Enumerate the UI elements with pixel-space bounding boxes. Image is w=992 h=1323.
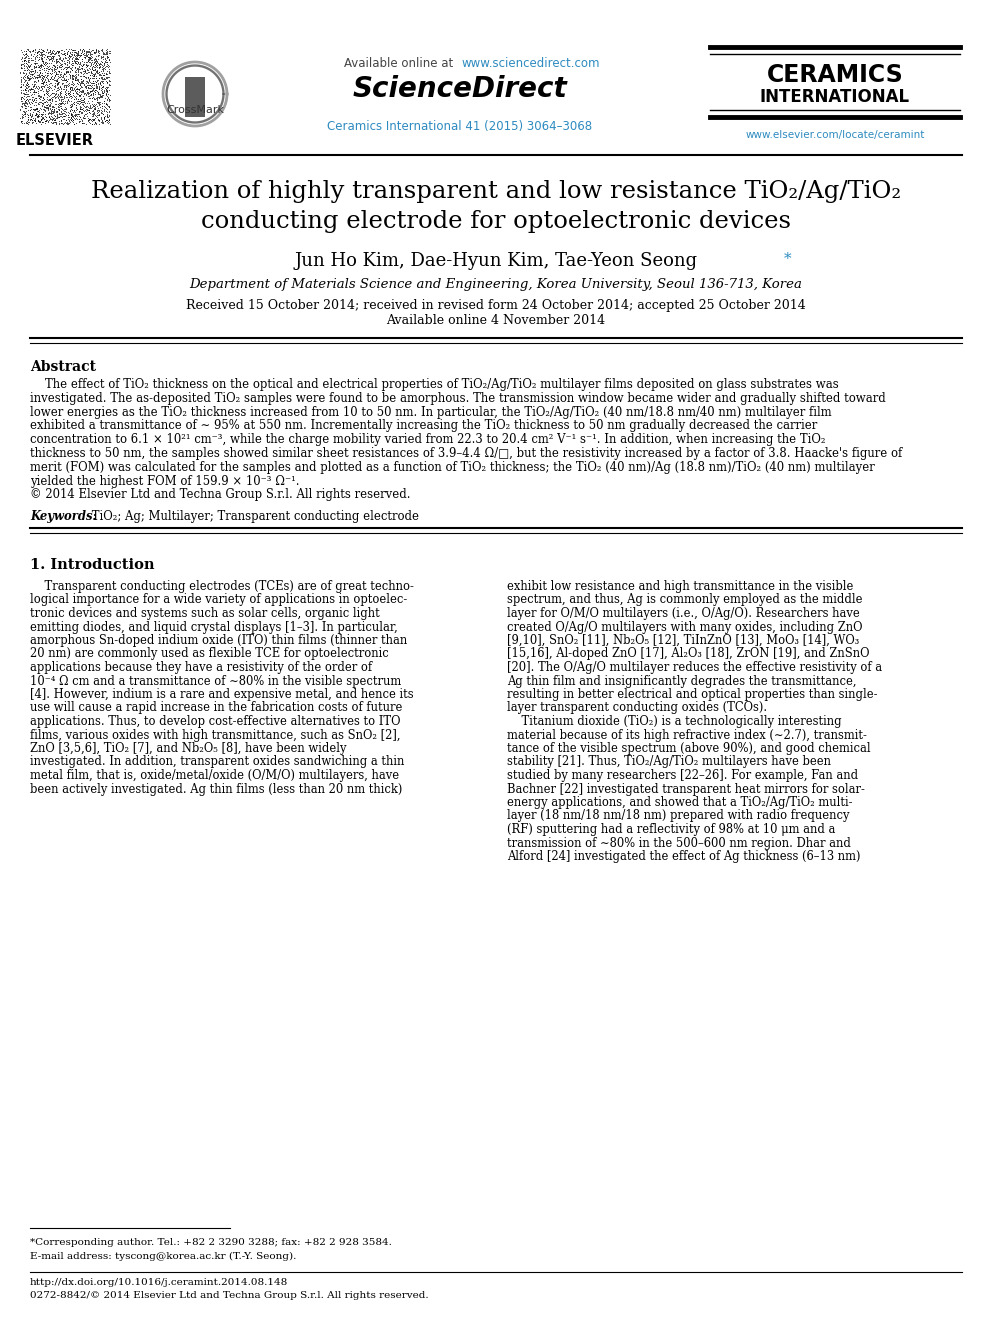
Text: Received 15 October 2014; received in revised form 24 October 2014; accepted 25 : Received 15 October 2014; received in re…	[186, 299, 806, 312]
Text: created O/Ag/O multilayers with many oxides, including ZnO: created O/Ag/O multilayers with many oxi…	[507, 620, 862, 634]
Text: layer for O/M/O multilayers (i.e., O/Ag/O). Researchers have: layer for O/M/O multilayers (i.e., O/Ag/…	[507, 607, 860, 620]
Bar	[185, 77, 205, 116]
Text: logical importance for a wide variety of applications in optoelec-: logical importance for a wide variety of…	[30, 594, 408, 606]
Text: *Corresponding author. Tel.: +82 2 3290 3288; fax: +82 2 928 3584.: *Corresponding author. Tel.: +82 2 3290 …	[30, 1238, 392, 1248]
Text: Jun Ho Kim, Dae-Hyun Kim, Tae-Yeon Seong: Jun Ho Kim, Dae-Hyun Kim, Tae-Yeon Seong	[295, 251, 697, 270]
Text: lower energies as the TiO₂ thickness increased from 10 to 50 nm. In particular, : lower energies as the TiO₂ thickness inc…	[30, 406, 831, 418]
Text: Abstract: Abstract	[30, 360, 96, 374]
Text: material because of its high refractive index (∼2.7), transmit-: material because of its high refractive …	[507, 729, 867, 741]
Text: Realization of highly transparent and low resistance TiO₂/Ag/TiO₂: Realization of highly transparent and lo…	[91, 180, 901, 202]
Text: Titanium dioxide (TiO₂) is a technologically interesting: Titanium dioxide (TiO₂) is a technologic…	[507, 714, 841, 728]
Text: use will cause a rapid increase in the fabrication costs of future: use will cause a rapid increase in the f…	[30, 701, 403, 714]
Text: Department of Materials Science and Engineering, Korea University, Seoul 136-713: Department of Materials Science and Engi…	[189, 278, 803, 291]
Text: Bachner [22] investigated transparent heat mirrors for solar-: Bachner [22] investigated transparent he…	[507, 782, 865, 795]
Text: Available online at: Available online at	[344, 57, 457, 70]
Text: tance of the visible spectrum (above 90%), and good chemical: tance of the visible spectrum (above 90%…	[507, 742, 871, 755]
Text: yielded the highest FOM of 159.9 × 10⁻³ Ω⁻¹.: yielded the highest FOM of 159.9 × 10⁻³ …	[30, 475, 300, 488]
Text: INTERNATIONAL: INTERNATIONAL	[760, 89, 910, 106]
Text: *: *	[784, 251, 792, 266]
Text: 0272-8842/© 2014 Elsevier Ltd and Techna Group S.r.l. All rights reserved.: 0272-8842/© 2014 Elsevier Ltd and Techna…	[30, 1291, 429, 1301]
Text: Alford [24] investigated the effect of Ag thickness (6–13 nm): Alford [24] investigated the effect of A…	[507, 849, 860, 863]
Text: concentration to 6.1 × 10²¹ cm⁻³, while the charge mobility varied from 22.3 to : concentration to 6.1 × 10²¹ cm⁻³, while …	[30, 433, 825, 446]
Text: resulting in better electrical and optical properties than single-: resulting in better electrical and optic…	[507, 688, 878, 701]
Text: conducting electrode for optoelectronic devices: conducting electrode for optoelectronic …	[201, 210, 791, 233]
Text: been actively investigated. Ag thin films (less than 20 nm thick): been actively investigated. Ag thin film…	[30, 782, 403, 795]
Text: stability [21]. Thus, TiO₂/Ag/TiO₂ multilayers have been: stability [21]. Thus, TiO₂/Ag/TiO₂ multi…	[507, 755, 831, 769]
Text: 1. Introduction: 1. Introduction	[30, 558, 155, 572]
Text: layer (18 nm/18 nm/18 nm) prepared with radio frequency: layer (18 nm/18 nm/18 nm) prepared with …	[507, 810, 849, 823]
Text: merit (FOM) was calculated for the samples and plotted as a function of TiO₂ thi: merit (FOM) was calculated for the sampl…	[30, 460, 875, 474]
Text: © 2014 Elsevier Ltd and Techna Group S.r.l. All rights reserved.: © 2014 Elsevier Ltd and Techna Group S.r…	[30, 488, 411, 501]
Text: 10⁻⁴ Ω cm and a transmittance of ∼80% in the visible spectrum: 10⁻⁴ Ω cm and a transmittance of ∼80% in…	[30, 675, 401, 688]
Text: thickness to 50 nm, the samples showed similar sheet resistances of 3.9–4.4 Ω/□,: thickness to 50 nm, the samples showed s…	[30, 447, 903, 460]
Text: CrossMark: CrossMark	[166, 105, 224, 115]
Text: transmission of ∼80% in the 500–600 nm region. Dhar and: transmission of ∼80% in the 500–600 nm r…	[507, 836, 851, 849]
Text: energy applications, and showed that a TiO₂/Ag/TiO₂ multi-: energy applications, and showed that a T…	[507, 796, 852, 808]
Text: [15,16], Al-doped ZnO [17], Al₂O₃ [18], ZrON [19], and ZnSnO: [15,16], Al-doped ZnO [17], Al₂O₃ [18], …	[507, 647, 870, 660]
Text: TiO₂; Ag; Multilayer; Transparent conducting electrode: TiO₂; Ag; Multilayer; Transparent conduc…	[88, 509, 419, 523]
Text: tronic devices and systems such as solar cells, organic light: tronic devices and systems such as solar…	[30, 607, 380, 620]
Text: 20 nm) are commonly used as flexible TCE for optoelectronic: 20 nm) are commonly used as flexible TCE…	[30, 647, 389, 660]
Text: applications. Thus, to develop cost-effective alternatives to ITO: applications. Thus, to develop cost-effe…	[30, 714, 401, 728]
Text: films, various oxides with high transmittance, such as SnO₂ [2],: films, various oxides with high transmit…	[30, 729, 401, 741]
Text: Ceramics International 41 (2015) 3064–3068: Ceramics International 41 (2015) 3064–30…	[327, 120, 592, 134]
Text: www.elsevier.com/locate/ceramint: www.elsevier.com/locate/ceramint	[745, 130, 925, 140]
Text: CERAMICS: CERAMICS	[767, 64, 904, 87]
Text: emitting diodes, and liquid crystal displays [1–3]. In particular,: emitting diodes, and liquid crystal disp…	[30, 620, 398, 634]
Text: www.sciencedirect.com: www.sciencedirect.com	[462, 57, 600, 70]
Text: [9,10], SnO₂ [11], Nb₂O₅ [12], TiInZnO [13], MoO₃ [14], WO₃: [9,10], SnO₂ [11], Nb₂O₅ [12], TiInZnO […	[507, 634, 859, 647]
Text: metal film, that is, oxide/metal/oxide (O/M/O) multilayers, have: metal film, that is, oxide/metal/oxide (…	[30, 769, 399, 782]
Text: investigated. In addition, transparent oxides sandwiching a thin: investigated. In addition, transparent o…	[30, 755, 405, 769]
Text: [20]. The O/Ag/O multilayer reduces the effective resistivity of a: [20]. The O/Ag/O multilayer reduces the …	[507, 662, 882, 673]
Text: exhibited a transmittance of ∼ 95% at 550 nm. Incrementally increasing the TiO₂ : exhibited a transmittance of ∼ 95% at 55…	[30, 419, 817, 433]
Text: Ag thin film and insignificantly degrades the transmittance,: Ag thin film and insignificantly degrade…	[507, 675, 856, 688]
Text: Transparent conducting electrodes (TCEs) are of great techno-: Transparent conducting electrodes (TCEs)…	[30, 579, 414, 593]
Text: E-mail address: tyscong@korea.ac.kr (T.-Y. Seong).: E-mail address: tyscong@korea.ac.kr (T.-…	[30, 1252, 297, 1261]
Text: [4]. However, indium is a rare and expensive metal, and hence its: [4]. However, indium is a rare and expen…	[30, 688, 414, 701]
Text: Keywords:: Keywords:	[30, 509, 97, 523]
Text: The effect of TiO₂ thickness on the optical and electrical properties of TiO₂/Ag: The effect of TiO₂ thickness on the opti…	[30, 378, 839, 392]
Text: http://dx.doi.org/10.1016/j.ceramint.2014.08.148: http://dx.doi.org/10.1016/j.ceramint.201…	[30, 1278, 289, 1287]
Text: layer transparent conducting oxides (TCOs).: layer transparent conducting oxides (TCO…	[507, 701, 767, 714]
Text: amorphous Sn-doped indium oxide (ITO) thin films (thinner than: amorphous Sn-doped indium oxide (ITO) th…	[30, 634, 408, 647]
Text: investigated. The as-deposited TiO₂ samples were found to be amorphous. The tran: investigated. The as-deposited TiO₂ samp…	[30, 392, 886, 405]
Text: applications because they have a resistivity of the order of: applications because they have a resisti…	[30, 662, 372, 673]
Text: exhibit low resistance and high transmittance in the visible: exhibit low resistance and high transmit…	[507, 579, 853, 593]
Text: (RF) sputtering had a reflectivity of 98% at 10 μm and a: (RF) sputtering had a reflectivity of 98…	[507, 823, 835, 836]
Text: ELSEVIER: ELSEVIER	[16, 134, 94, 148]
Text: Available online 4 November 2014: Available online 4 November 2014	[387, 314, 605, 327]
Text: studied by many researchers [22–26]. For example, Fan and: studied by many researchers [22–26]. For…	[507, 769, 858, 782]
Text: ScienceDirect: ScienceDirect	[352, 75, 567, 103]
Text: spectrum, and thus, Ag is commonly employed as the middle: spectrum, and thus, Ag is commonly emplo…	[507, 594, 862, 606]
Text: ZnO [3,5,6], TiO₂ [7], and Nb₂O₅ [8], have been widely: ZnO [3,5,6], TiO₂ [7], and Nb₂O₅ [8], ha…	[30, 742, 346, 755]
